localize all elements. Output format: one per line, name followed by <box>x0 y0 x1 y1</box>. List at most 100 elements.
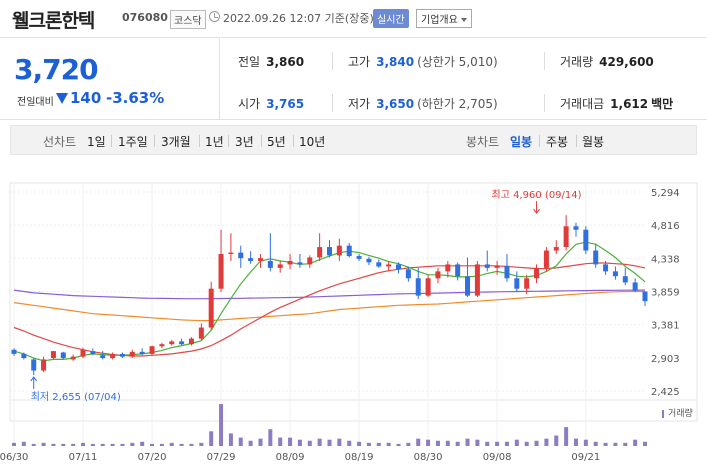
volume-bar <box>455 441 460 446</box>
ma120-line <box>13 289 645 300</box>
volume-bar <box>199 442 204 446</box>
candle-body <box>445 264 451 272</box>
change-amount: 140 <box>70 89 102 107</box>
volume-bar <box>633 439 638 446</box>
volume-bar <box>357 441 362 446</box>
timestamp: 2022.09.26 12:07 기준(장중) <box>223 12 374 25</box>
stat-volume: 거래량 429,600 <box>560 53 654 70</box>
candle-body <box>514 278 520 289</box>
candle-body <box>356 256 362 259</box>
candle-body <box>553 247 559 251</box>
candle-body <box>41 359 47 371</box>
candle-body <box>632 282 638 291</box>
company-info-dropdown[interactable]: 기업개요 <box>416 9 472 28</box>
candle-daily[interactable]: 일봉 <box>510 135 533 149</box>
volume-bar <box>504 441 509 446</box>
candle-body <box>238 252 244 259</box>
stock-chart[interactable]: 5,294 4,816 4,338 3,859 3,381 2,903 2,425 06/30… <box>0 172 707 469</box>
candle-body <box>50 351 56 359</box>
period-3y[interactable]: 3년 <box>235 135 254 149</box>
candle-body <box>603 264 609 272</box>
volume-bar <box>485 441 490 446</box>
stat-prev-close: 전일 3,860 <box>238 53 304 70</box>
candle-body <box>435 271 441 279</box>
volume-bar <box>100 443 105 446</box>
volume-bar <box>445 440 450 446</box>
volume-bar <box>386 442 391 446</box>
period-1w[interactable]: 1주일 <box>118 135 148 149</box>
ma60-line <box>13 290 645 322</box>
candle-body <box>21 353 27 359</box>
volume-bar <box>307 440 312 446</box>
candle-body <box>396 264 402 270</box>
volume-bar <box>41 442 46 446</box>
volume-bar <box>465 438 470 446</box>
volume-bar <box>573 438 578 446</box>
y-tick-label: 5,294 <box>651 188 680 199</box>
y-tick-label: 2,903 <box>651 354 680 365</box>
volume-bar <box>495 441 500 446</box>
candle-body <box>139 351 145 354</box>
volume-bar <box>12 442 16 446</box>
candle-body <box>228 252 234 255</box>
period-1y[interactable]: 1년 <box>205 135 224 149</box>
clock-icon <box>209 11 220 22</box>
volume-bar <box>337 438 342 446</box>
candle-body <box>119 353 125 357</box>
stat-low: 저가 3,650 (하한가 2,705) <box>348 95 498 112</box>
y-tick-label: 4,338 <box>651 254 680 265</box>
volume-bar <box>347 440 352 446</box>
divider <box>576 135 577 147</box>
stat-label: 거래대금 <box>560 97 605 111</box>
candle-body <box>159 344 165 347</box>
candle-body <box>425 278 431 296</box>
volume-swatch <box>662 409 664 418</box>
chart-background <box>0 172 707 469</box>
realtime-button[interactable]: 실시간 <box>373 9 409 28</box>
period-5y[interactable]: 5년 <box>267 135 286 149</box>
candle-body <box>612 271 618 277</box>
period-1d[interactable]: 1일 <box>87 135 106 149</box>
period-10y[interactable]: 10년 <box>299 135 326 149</box>
volume-bar <box>554 435 559 446</box>
chart-frame <box>9 182 698 422</box>
stat-open: 시가 3,765 <box>238 95 304 112</box>
candle-body <box>208 288 214 328</box>
candle-body <box>455 264 461 277</box>
candle-body <box>563 226 569 248</box>
x-tick-label: 06/30 <box>0 452 28 463</box>
volume-bar <box>90 443 95 446</box>
prev-day-label: 전일대비 <box>17 97 54 108</box>
candle-body <box>11 349 17 354</box>
candle-body <box>534 267 540 279</box>
stat-label: 전일 <box>238 55 261 69</box>
volume-bar <box>416 438 421 446</box>
candle-body <box>70 356 76 360</box>
candle-body <box>179 341 185 345</box>
candle-body <box>31 359 37 371</box>
divider <box>228 135 229 147</box>
volume-bar <box>406 442 411 446</box>
candle-body <box>188 338 194 345</box>
candle-weekly[interactable]: 주봉 <box>546 135 569 149</box>
current-price: 3,720 <box>14 53 99 86</box>
volume-bar <box>150 443 155 446</box>
volume-legend-label: 거래량 <box>668 409 693 419</box>
divider <box>199 135 200 147</box>
volume-bar <box>603 442 608 446</box>
candle-body <box>405 269 411 279</box>
volume-bar <box>81 442 86 446</box>
max-arrow-head <box>533 208 540 215</box>
volume-bar <box>376 442 381 446</box>
divider <box>261 135 262 147</box>
period-3m[interactable]: 3개월 <box>161 135 191 149</box>
x-tick-label: 08/09 <box>276 452 305 463</box>
volume-bar <box>110 443 115 446</box>
change-percent: -3.63% <box>106 89 165 107</box>
stat-label: 고가 <box>348 55 371 69</box>
volume-bar <box>327 439 332 446</box>
volume-bar <box>189 443 194 446</box>
candle-monthly[interactable]: 월봉 <box>582 135 605 149</box>
stat-value: 3,860 <box>266 55 305 69</box>
candle-body <box>573 226 579 230</box>
